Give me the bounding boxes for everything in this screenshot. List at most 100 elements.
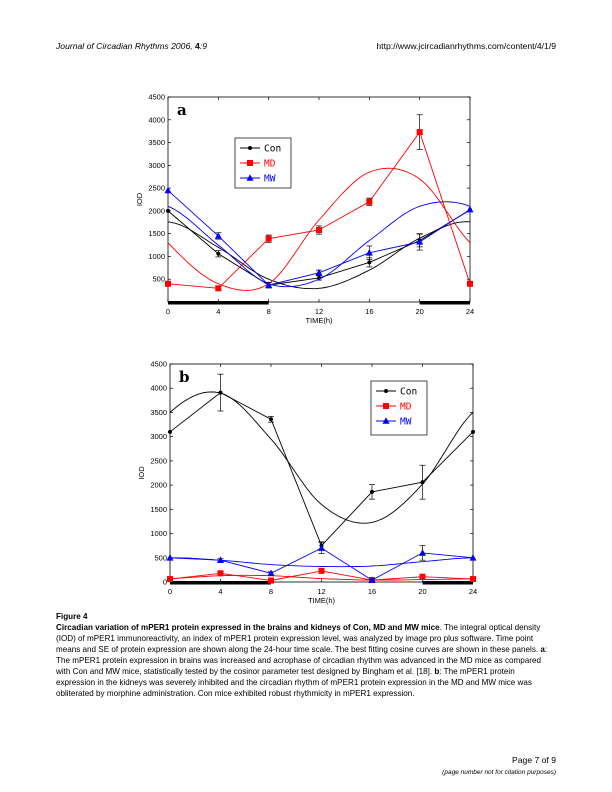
caption-a-text: : The mPER1 protein expression in brains… (56, 645, 548, 676)
con-point (168, 429, 172, 434)
figure-4a-chart: 500 1000 1500 2000 2500 3000 3500 4000 4500 0 4 8 12… (135, 93, 474, 326)
y-tick-label: 500 (152, 275, 165, 284)
md-point (167, 576, 173, 583)
y-tick-label: 2500 (148, 184, 165, 193)
y-tick-label: 4000 (150, 384, 167, 393)
y-tick-label: 1000 (148, 252, 165, 261)
x-tick-label: 8 (267, 307, 271, 316)
dark-phase-bar (419, 301, 470, 305)
x-tick-label: 20 (418, 587, 426, 596)
journal-article: :9 (199, 41, 207, 51)
y-tick-label: 4500 (150, 360, 167, 369)
y-tick-label: 1000 (150, 529, 167, 538)
md-point (316, 227, 322, 234)
page-note: (page number not for citation purposes) (442, 769, 556, 776)
x-tick-label: 0 (166, 307, 170, 316)
page-footer: Page 7 of 9 (page number not for citatio… (442, 755, 556, 776)
legend-box (370, 380, 428, 436)
y-tick-label: 0 (163, 578, 167, 587)
y-tick-label: 4500 (148, 93, 165, 102)
mw-point (318, 544, 325, 551)
mw-point (469, 553, 477, 561)
dark-phase-bar (422, 581, 473, 585)
legend-marker-md (247, 160, 253, 166)
md-point (215, 285, 222, 292)
legend-label-md: MD (400, 402, 412, 413)
y-tick-label: 3000 (148, 161, 165, 170)
figure-caption: Figure 4 Circadian variation of mPER1 pr… (56, 611, 556, 699)
caption-a-label: a (540, 645, 545, 654)
panel-label: a (177, 101, 187, 119)
md-point (366, 198, 373, 205)
y-tick-label: 500 (154, 553, 167, 562)
con-point (216, 251, 221, 256)
md-point (268, 577, 274, 584)
x-tick-label: 16 (368, 587, 376, 596)
y-tick-label: 2500 (150, 456, 167, 465)
mw-point (166, 553, 174, 561)
y-tick-label: 3500 (148, 138, 165, 147)
legend-marker-md (383, 403, 389, 409)
con-point (420, 480, 425, 485)
legend-marker-mw (382, 417, 390, 424)
legend-label-con: Con (400, 387, 417, 398)
y-tick-label: 2000 (148, 206, 165, 215)
mw-point (315, 269, 323, 276)
con-point (269, 417, 273, 422)
y-tick-label: 3500 (150, 408, 167, 417)
figure-4b-chart: 0 500 1000 1500 2000 2500 3000 3500 4000 4500 0 4 8 1… (137, 360, 477, 606)
x-tick-label: 12 (317, 587, 325, 596)
legend-marker-mw (246, 174, 254, 181)
x-tick-label: 4 (218, 587, 222, 596)
dark-phase-bar (170, 581, 271, 585)
figure-title: Circadian variation of mPER1 protein exp… (56, 623, 440, 632)
caption-b-text: : The mPER1 protein expression in the ki… (56, 667, 532, 698)
y-tick-label: 2000 (150, 481, 167, 490)
x-tick-label: 0 (168, 587, 172, 596)
legend-marker-con (248, 146, 252, 150)
md-point (165, 280, 171, 287)
x-axis-label: TIME(h) (305, 316, 333, 325)
page-number: Page 7 of 9 (512, 755, 556, 765)
journal-name: Journal of Circadian Rhythms (56, 41, 169, 51)
x-tick-label: 12 (315, 307, 323, 316)
md-point (318, 567, 325, 574)
mw-point (365, 249, 373, 256)
x-axis-label: TIME(h) (308, 596, 336, 605)
caption-b-label: b (434, 667, 440, 676)
md-point (467, 280, 473, 287)
mw-point (214, 232, 222, 239)
panel-label: b (179, 368, 190, 386)
x-tick-label: 8 (269, 587, 273, 596)
mw-point (164, 186, 172, 194)
x-tick-label: 24 (469, 587, 477, 596)
mw-point (466, 205, 474, 213)
y-axis-label: IOD (137, 466, 146, 480)
md-fit-curve (167, 167, 471, 291)
mw-point (368, 576, 376, 583)
mw-point (265, 281, 273, 288)
legend-marker-con (384, 389, 388, 393)
running-header-url[interactable]: http://www.jcircadianrhythms.com/content… (376, 41, 556, 51)
md-point (265, 235, 272, 242)
figure-label: Figure 4 (56, 612, 88, 621)
con-point (166, 208, 170, 213)
dark-phase-bar (168, 301, 269, 305)
journal-volume: 4 (195, 41, 200, 51)
y-tick-label: 1500 (150, 505, 167, 514)
journal-year: 2006, (171, 41, 193, 51)
con-point (370, 489, 374, 494)
y-axis-label: IOD (135, 192, 144, 206)
legend-label-con: Con (264, 144, 281, 155)
mw-fit-curve (167, 201, 471, 288)
legend-label-mw: MW (264, 174, 276, 185)
mw-point (416, 238, 424, 245)
con-point (367, 260, 372, 265)
mw-point (267, 569, 275, 577)
legend-label-mw: MW (400, 417, 412, 428)
y-tick-label: 1500 (148, 229, 165, 238)
md-point (416, 129, 423, 136)
mw-point (419, 549, 426, 556)
y-tick-label: 4000 (148, 115, 165, 124)
con-point (218, 390, 223, 395)
